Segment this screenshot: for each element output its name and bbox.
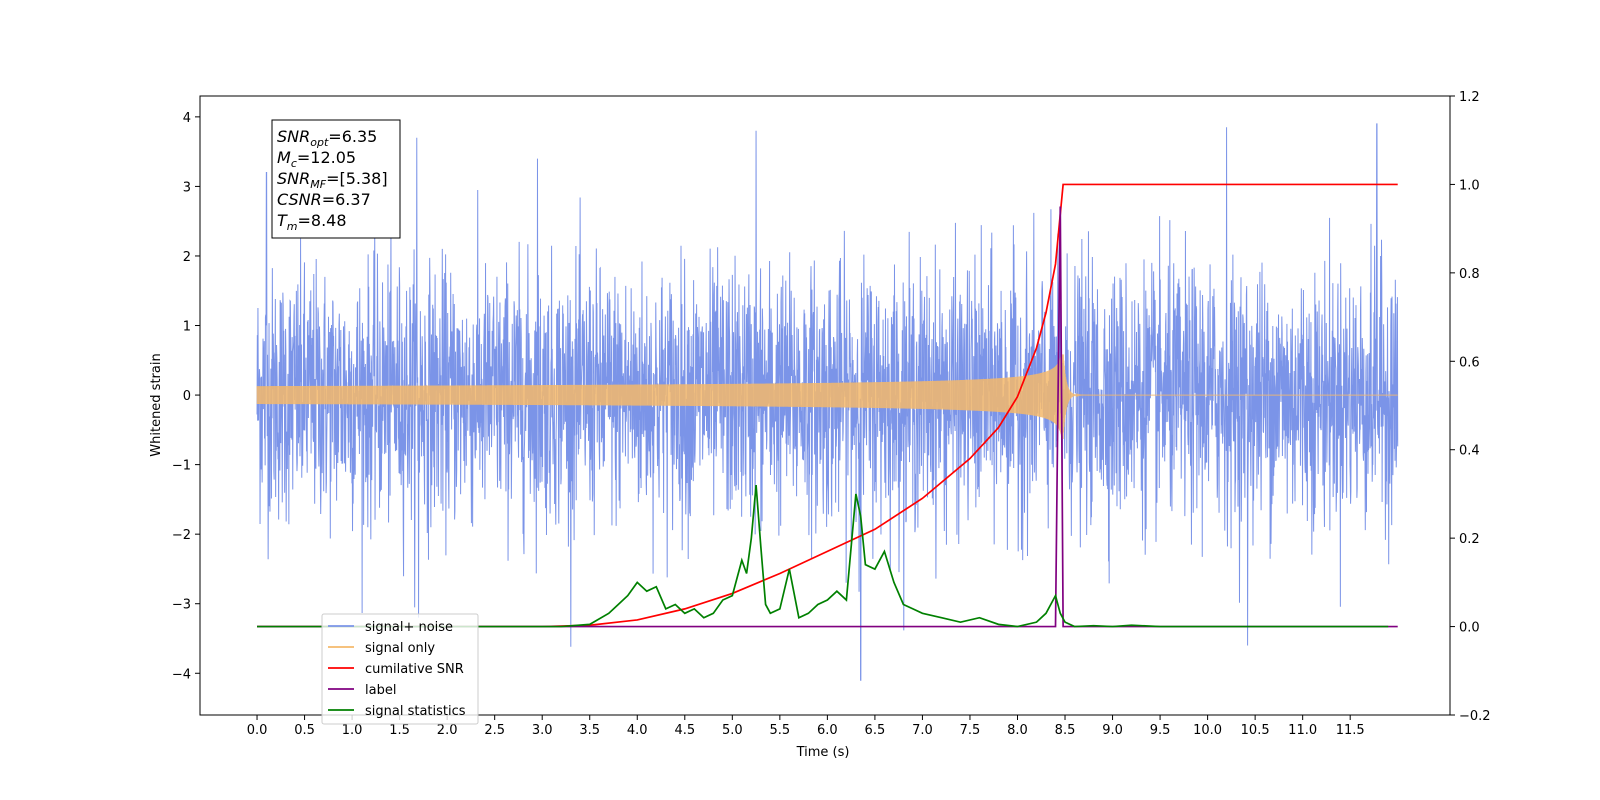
annotation-value: =[5.38] — [326, 169, 388, 188]
x-tick-label: 1.5 — [389, 723, 410, 738]
annotation-line: SNRopt=6.35 — [277, 127, 377, 149]
x-tick-label: 10.5 — [1241, 723, 1270, 738]
x-tick-label: 9.0 — [1102, 723, 1123, 738]
x-tick-label: 7.5 — [960, 723, 981, 738]
annotation-symbol: T — [277, 211, 288, 230]
x-tick-label: 9.5 — [1150, 723, 1171, 738]
legend-entry: signal+ noise — [365, 620, 453, 635]
x-tick-label: 2.5 — [484, 723, 505, 738]
annotation-value: =6.35 — [328, 127, 377, 146]
y-axis-label: Whitened strain — [149, 353, 164, 456]
y2-tick-label: −0.2 — [1459, 709, 1491, 724]
x-tick-label: 2.0 — [437, 723, 458, 738]
y-tick-label: −1 — [172, 459, 191, 474]
annotation-subscript: m — [287, 220, 298, 233]
series-signal-noise — [256, 123, 1399, 681]
annotation-subscript: c — [291, 157, 297, 170]
y2-tick-label: 0.4 — [1459, 444, 1480, 459]
annotation-value: =12.05 — [297, 148, 356, 167]
y-tick-label: 3 — [183, 180, 191, 195]
annotation-subscript: opt — [310, 136, 329, 149]
y2-tick-label: 1.2 — [1459, 90, 1480, 105]
annotation-line: Mc=12.05 — [277, 148, 356, 170]
legend-frame — [321, 613, 479, 725]
legend-entry: signal only — [365, 641, 435, 656]
x-tick-label: 1.0 — [342, 723, 363, 738]
legend-entry: signal statistics — [365, 704, 466, 719]
x-tick-label: 5.5 — [770, 723, 791, 738]
annotation-subscript: MF — [310, 178, 326, 191]
series-signal-statistics — [257, 485, 1389, 628]
x-tick-label: 5.0 — [722, 723, 743, 738]
y2-tick-label: 1.0 — [1459, 178, 1480, 193]
x-tick-label: 7.0 — [912, 723, 933, 738]
y2-tick-label: 0.6 — [1459, 355, 1480, 370]
x-tick-label: 6.5 — [865, 723, 886, 738]
x-tick-label: 0.0 — [247, 723, 268, 738]
y-tick-label: 4 — [183, 111, 191, 126]
x-tick-label: 0.5 — [294, 723, 315, 738]
annotation-symbol: SNR — [277, 127, 310, 146]
annotation-value: =6.37 — [322, 190, 371, 209]
y2-tick-label: 0.8 — [1459, 267, 1480, 282]
y-tick-label: −3 — [172, 598, 191, 613]
y-tick-label: 0 — [183, 389, 191, 404]
annotation-box: SNRopt=6.35Mc=12.05SNRMF=[5.38]CSNR=6.37… — [271, 119, 401, 239]
y-tick-label: −2 — [172, 528, 191, 543]
x-tick-label: 4.5 — [674, 723, 695, 738]
series-cumulative-snr — [257, 183, 1398, 628]
legend: signal+ noise signal only cumilative SNR la… — [321, 613, 479, 725]
x-tick-label: 8.0 — [1007, 723, 1028, 738]
x-tick-label: 11.0 — [1288, 723, 1317, 738]
x-tick-label: 8.5 — [1055, 723, 1076, 738]
y-tick-label: 2 — [183, 250, 191, 265]
annotation-symbol: CSNR — [277, 190, 322, 209]
x-tick-label: 4.0 — [627, 723, 648, 738]
annotation-line: SNRMF=[5.38] — [277, 169, 388, 191]
annotation-value: =8.48 — [298, 211, 347, 230]
x-tick-label: 3.5 — [579, 723, 600, 738]
x-axis-label: Time (s) — [796, 745, 850, 760]
plot-frame — [199, 95, 1451, 716]
y2-tick-label: 0.0 — [1459, 621, 1480, 636]
x-tick-label: 11.5 — [1336, 723, 1365, 738]
legend-entry: cumilative SNR — [365, 662, 464, 677]
x-tick-label: 10.0 — [1193, 723, 1222, 738]
series-signal-only — [256, 354, 1398, 439]
annotation-line: CSNR=6.37 — [277, 190, 371, 209]
x-tick-label: 6.0 — [817, 723, 838, 738]
annotation-symbol: SNR — [277, 169, 310, 188]
axes-layer: 0.0 0.5 1.0 1.5 2.0 2.5 3.0 3.5 4.0 4.5 5.0 5.5 6.0 6… — [172, 90, 1491, 738]
annotation-symbol: M — [277, 148, 291, 167]
y-tick-label: −4 — [172, 667, 191, 682]
annotation-frame — [271, 119, 401, 239]
series-layer — [256, 123, 1399, 681]
x-tick-label: 3.0 — [532, 723, 553, 738]
legend-entry: label — [365, 683, 396, 698]
y-tick-label: 1 — [183, 320, 191, 335]
y2-tick-label: 0.2 — [1459, 532, 1480, 547]
annotation-line: Tm=8.48 — [277, 211, 347, 233]
